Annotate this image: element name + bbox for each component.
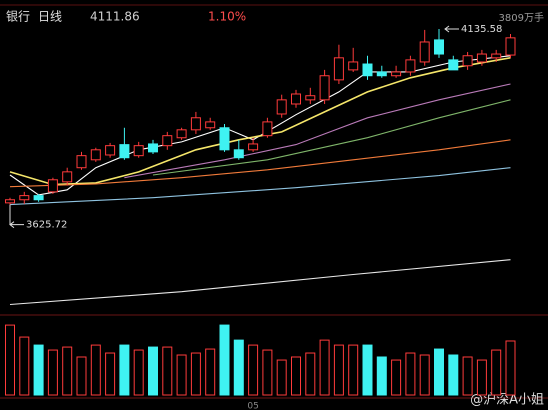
- candle-body: [76, 155, 87, 169]
- volume-bar: [448, 354, 459, 396]
- candle-body: [305, 95, 316, 101]
- volume-bar: [76, 356, 87, 396]
- volume-bar: [162, 346, 173, 396]
- candle-body: [233, 149, 244, 159]
- volume-bar: [176, 354, 187, 396]
- volume-bar: [376, 356, 387, 396]
- volume-bar: [333, 344, 344, 396]
- last-price: 4111.86: [90, 10, 140, 24]
- volume-bar: [276, 359, 287, 396]
- volume-bar: [205, 348, 216, 396]
- low-label: 3625.72: [26, 220, 67, 231]
- candle-body: [462, 55, 473, 67]
- volume-bar: [219, 324, 230, 396]
- moving-average: [124, 83, 511, 179]
- watermark: @沪深A小姐: [470, 392, 544, 408]
- candle-body: [19, 195, 30, 201]
- candle-body: [419, 41, 430, 63]
- candle-body: [405, 59, 416, 73]
- candle-body: [190, 117, 201, 131]
- volume-bar: [19, 336, 30, 396]
- candle-body: [476, 53, 487, 63]
- candle-body: [262, 121, 273, 137]
- candle-body: [391, 71, 402, 77]
- candle-body: [248, 143, 259, 151]
- volume-bar: [5, 324, 15, 396]
- high-label: 4135.58: [461, 24, 502, 35]
- moving-average: [9, 55, 511, 196]
- candle-body: [505, 37, 516, 56]
- volume-bar: [434, 348, 444, 396]
- period: 日线: [38, 10, 62, 24]
- candle-body: [162, 135, 173, 147]
- moving-average: [9, 139, 511, 188]
- candle-body: [62, 171, 73, 183]
- volume-bar: [33, 344, 44, 396]
- candle-body: [291, 93, 301, 105]
- candle-body: [448, 59, 459, 71]
- volume-bar: [262, 349, 273, 396]
- volume-bar: [105, 352, 116, 396]
- annotation-arrow: [444, 25, 459, 33]
- volume-bar: [348, 344, 359, 396]
- moving-average: [9, 57, 511, 186]
- candle-body: [348, 61, 359, 71]
- moving-average: [152, 99, 511, 176]
- candle-body: [105, 145, 116, 156]
- volume-bar: [148, 346, 158, 396]
- moving-average: [9, 259, 511, 306]
- volume-bar: [419, 354, 430, 396]
- volume-bar: [391, 359, 402, 396]
- volume-bar: [133, 349, 144, 396]
- volume-bar: [362, 344, 373, 396]
- candle-body: [133, 145, 144, 157]
- chart-title: 银行: [6, 10, 30, 24]
- moving-average: [9, 167, 511, 206]
- change: 1.10%: [208, 10, 246, 24]
- candle-body: [333, 57, 344, 81]
- candle-body: [434, 39, 444, 55]
- x-tick-label: 05: [247, 402, 258, 410]
- candle-body: [219, 127, 230, 151]
- volume-bar: [462, 356, 473, 396]
- candle-body: [319, 75, 330, 101]
- candle-body: [276, 99, 287, 115]
- volume-bar: [62, 346, 73, 396]
- volume-bar: [505, 340, 516, 396]
- candle-body: [205, 121, 216, 129]
- candle-body: [148, 143, 158, 153]
- volume-bar: [291, 356, 301, 396]
- volume-bar: [405, 352, 416, 396]
- volume-bar: [491, 349, 502, 396]
- volume-bar: [319, 339, 330, 396]
- candle-body: [119, 144, 130, 159]
- volume-bar: [248, 344, 259, 396]
- annotation-arrow: [9, 221, 24, 229]
- candle-body: [47, 179, 58, 193]
- candle-body: [176, 129, 187, 139]
- volume-bar: [233, 339, 244, 396]
- volume-bar: [47, 349, 58, 396]
- volume-bar: [119, 344, 130, 396]
- candle-body: [33, 195, 44, 201]
- volume-bar: [190, 352, 201, 396]
- volume-bar: [305, 352, 316, 396]
- volume-bar: [90, 344, 101, 396]
- candle-body: [491, 53, 502, 59]
- volume-bar: [476, 359, 487, 396]
- candle-body: [376, 71, 387, 77]
- candle-body: [90, 149, 101, 161]
- candle-body: [5, 199, 15, 204]
- candle-body: [362, 63, 373, 77]
- volume-label: 3809万手: [499, 11, 544, 24]
